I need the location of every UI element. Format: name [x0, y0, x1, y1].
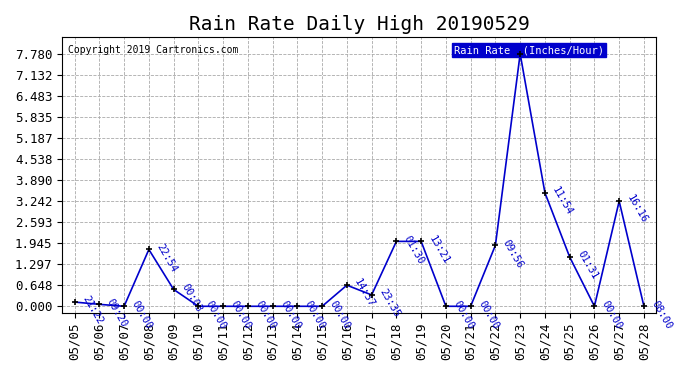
- Text: 00:00: 00:00: [278, 298, 302, 331]
- Text: 16:16: 16:16: [624, 194, 649, 225]
- Text: 08:00: 08:00: [649, 298, 673, 331]
- Text: Copyright 2019 Cartronics.com: Copyright 2019 Cartronics.com: [68, 45, 239, 55]
- Text: 09:20: 09:20: [105, 297, 129, 328]
- Text: 00:00: 00:00: [476, 298, 500, 331]
- Text: 00:00: 00:00: [600, 298, 624, 331]
- Text: 11:54: 11:54: [551, 185, 575, 217]
- Text: 00:00: 00:00: [303, 298, 327, 331]
- Text: 21:22: 21:22: [80, 294, 104, 326]
- Text: 13:21: 13:21: [426, 234, 451, 266]
- Text: 01:31: 01:31: [575, 249, 600, 281]
- Text: 09:56: 09:56: [501, 237, 525, 270]
- Text: 01:30: 01:30: [402, 234, 426, 266]
- Text: 14:37: 14:37: [353, 278, 377, 309]
- Text: 00:00: 00:00: [253, 298, 277, 331]
- Title: Rain Rate Daily High 20190529: Rain Rate Daily High 20190529: [189, 15, 530, 34]
- Text: 00:00: 00:00: [204, 298, 228, 331]
- Text: Rain Rate  (Inches/Hour): Rain Rate (Inches/Hour): [454, 45, 604, 55]
- Text: 23:35: 23:35: [377, 287, 402, 319]
- Text: 00:00: 00:00: [328, 298, 352, 331]
- Text: 00:00: 00:00: [451, 298, 475, 331]
- Text: 00:00: 00:00: [228, 298, 253, 331]
- Text: 00:03: 00:03: [179, 282, 204, 314]
- Text: 22:54: 22:54: [155, 242, 179, 274]
- Text: 00:00: 00:00: [130, 298, 154, 331]
